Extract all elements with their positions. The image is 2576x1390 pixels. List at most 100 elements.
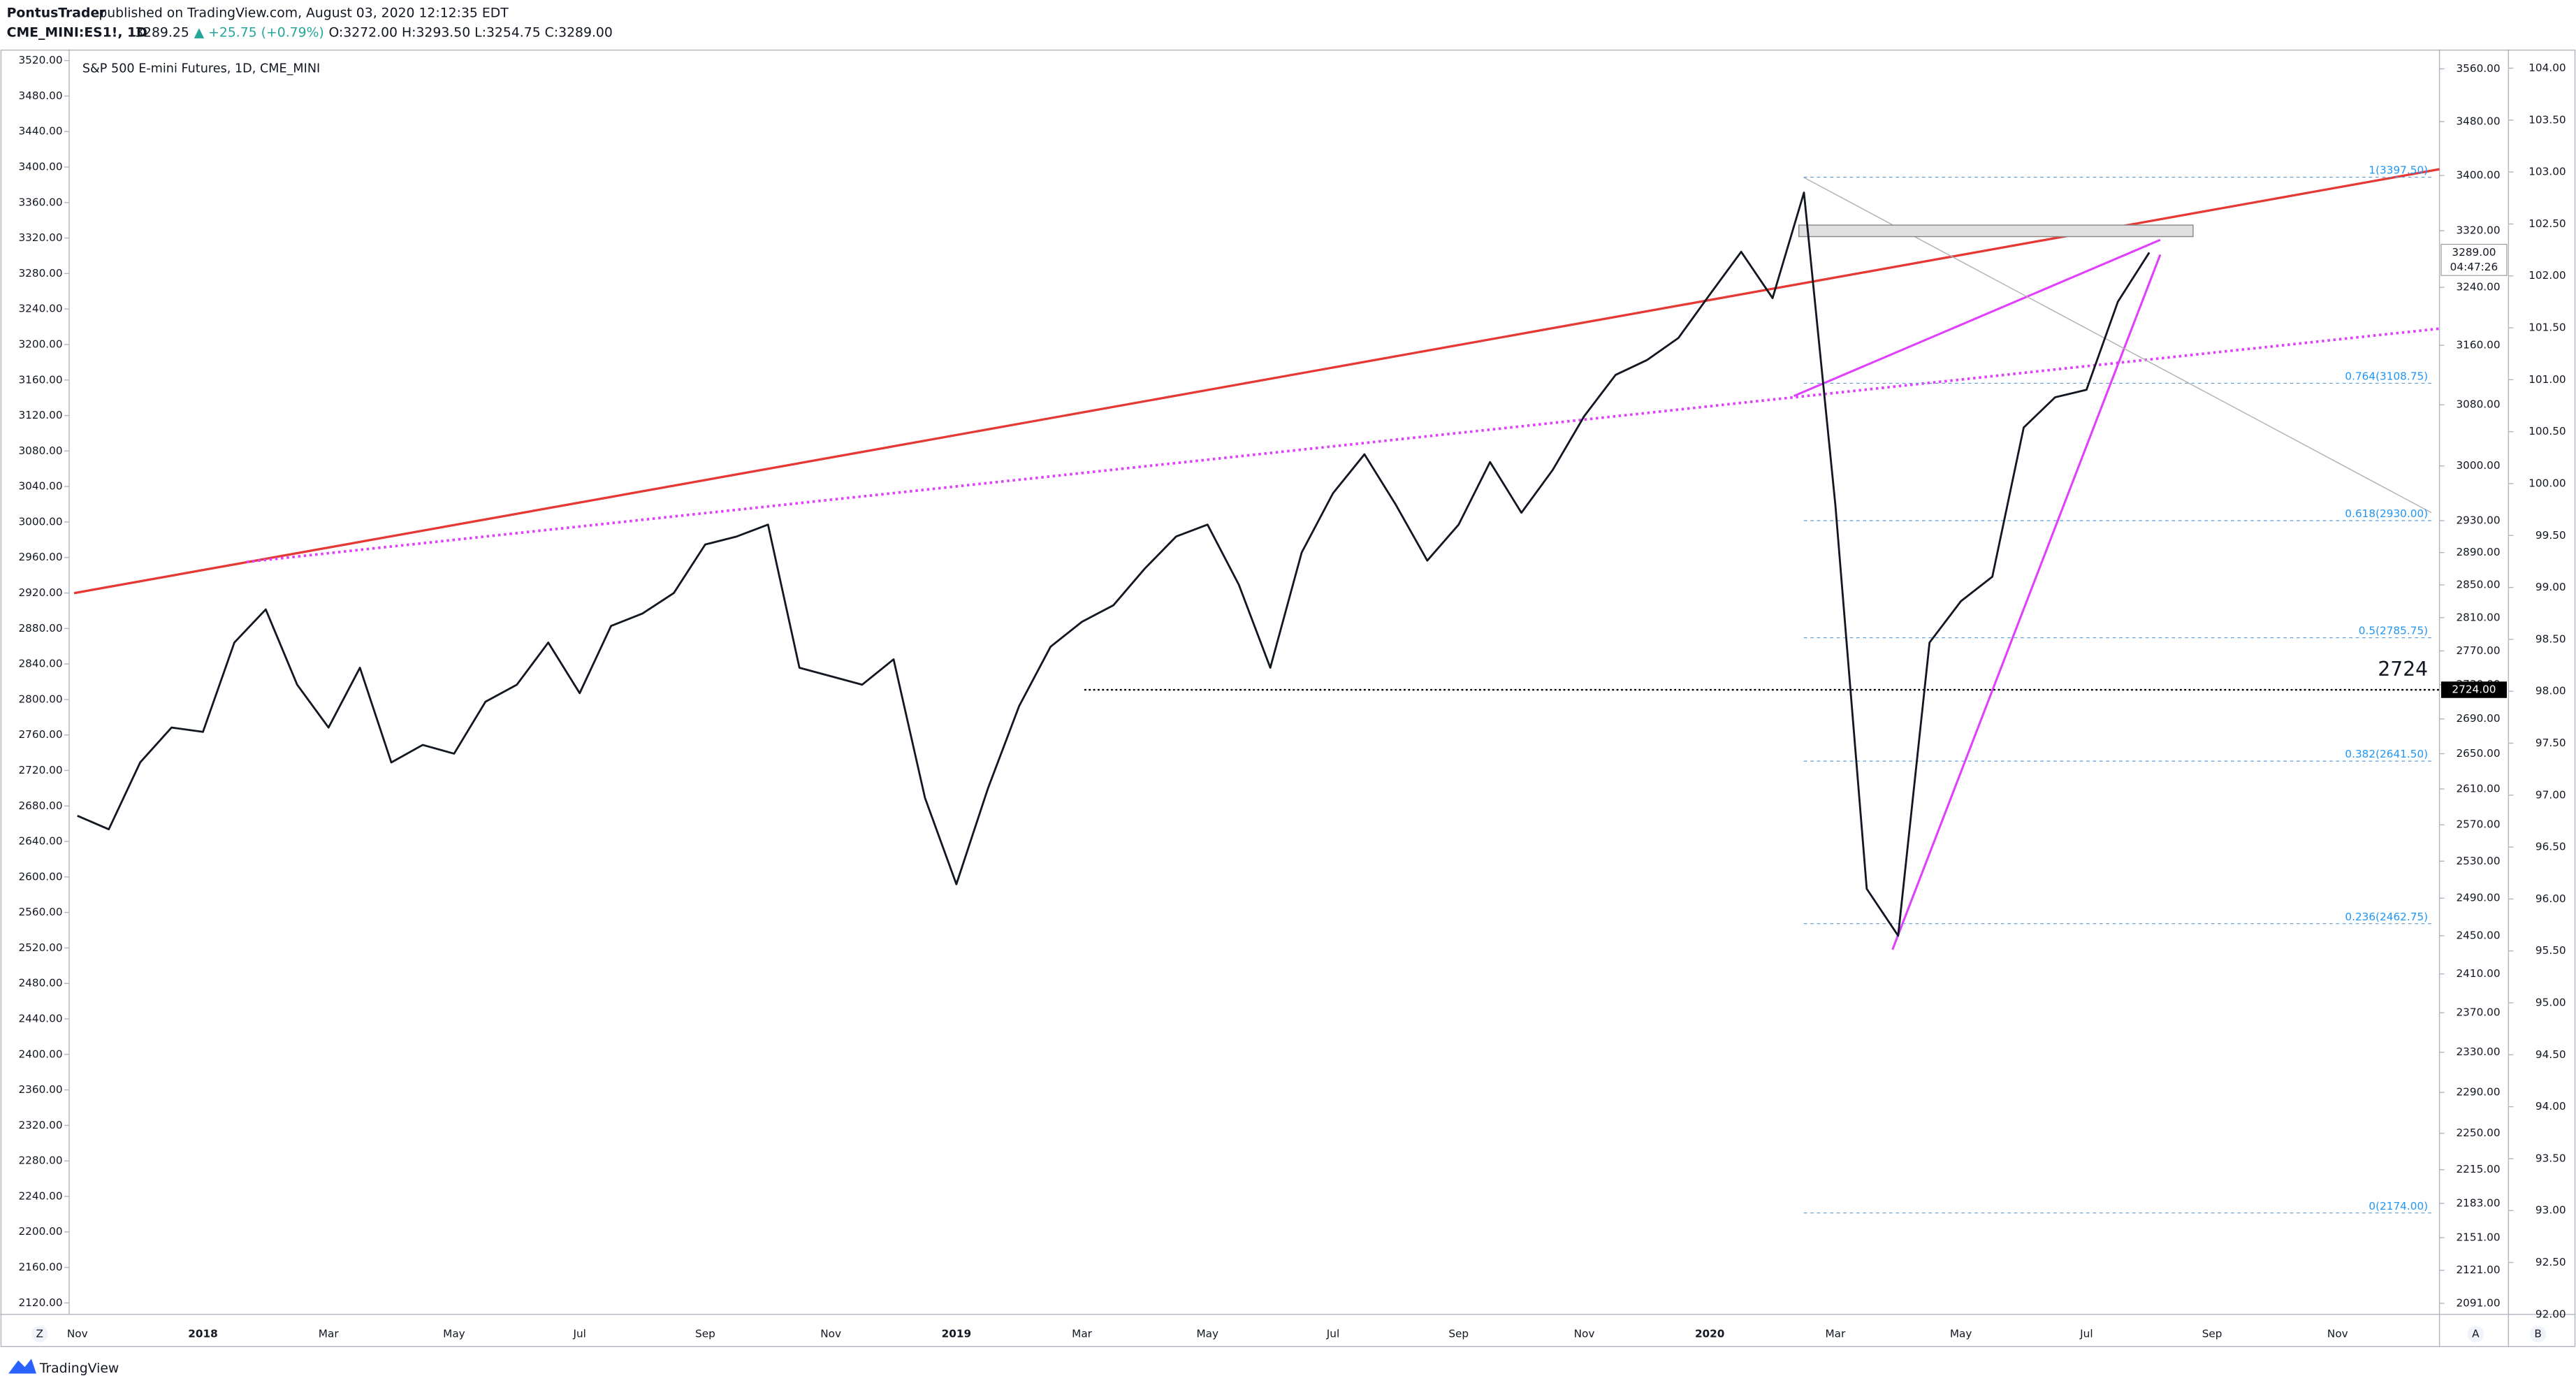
change: ▲ +25.75 (+0.79%) xyxy=(194,26,324,41)
axis-price-box xyxy=(2440,681,2507,698)
tick-label: 95.00 xyxy=(2535,997,2566,1009)
wedge-lower xyxy=(1891,254,2162,950)
x-tick-label: 2020 xyxy=(1695,1328,1725,1340)
fib-label: 1(3397.50) xyxy=(2368,164,2428,177)
tick-label: 103.00 xyxy=(2528,166,2566,178)
button-label[interactable]: Z xyxy=(36,1328,43,1340)
tick-label: 2610.00 xyxy=(2456,782,2500,795)
tick-label: 2640.00 xyxy=(18,835,62,848)
tick-label: 2560.00 xyxy=(18,906,62,918)
tick-label: 96.00 xyxy=(2535,892,2566,905)
tick-label: 103.50 xyxy=(2528,113,2566,126)
tick-label: 3320.00 xyxy=(2456,224,2500,237)
tick-label: 2320.00 xyxy=(18,1119,62,1131)
x-tick-label: Jul xyxy=(572,1328,585,1340)
trend-line xyxy=(73,168,2440,595)
tick-label: 98.50 xyxy=(2535,632,2566,645)
tick-label: 102.00 xyxy=(2528,269,2566,282)
wedge-upper xyxy=(1793,238,2161,398)
tick-label: 2770.00 xyxy=(2456,644,2500,657)
tick-label: 3000.00 xyxy=(18,515,62,528)
published: published on TradingView.com, August 03,… xyxy=(99,6,509,20)
tick-label: 3360.00 xyxy=(18,196,62,208)
tick-label: 2120.00 xyxy=(18,1296,62,1309)
tick-label: 2151.00 xyxy=(2456,1231,2500,1244)
tick-label: 93.00 xyxy=(2535,1204,2566,1217)
tick-label: 3080.00 xyxy=(18,444,62,457)
tick-label: 2960.00 xyxy=(18,551,62,563)
resistance-box xyxy=(1798,224,2194,238)
tick-label: 2280.00 xyxy=(18,1154,62,1167)
tick-label: 3400.00 xyxy=(2456,169,2500,182)
tick-label: 2930.00 xyxy=(2456,514,2500,527)
brand: TradingView xyxy=(39,1361,119,1376)
tick-label: 3240.00 xyxy=(2456,281,2500,294)
tick-label: 2290.00 xyxy=(2456,1086,2500,1099)
tick-label: 2490.00 xyxy=(2456,892,2500,904)
tick-label: 3160.00 xyxy=(2456,339,2500,352)
tick-label: 3080.00 xyxy=(2456,398,2500,411)
tick-label: 2440.00 xyxy=(18,1013,62,1025)
tick-label: 99.50 xyxy=(2535,529,2566,542)
last-price-box xyxy=(2440,243,2508,276)
tick-label: 100.50 xyxy=(2528,425,2566,437)
tick-label: 2840.00 xyxy=(18,658,62,670)
x-tick-label: Mar xyxy=(1826,1328,1847,1340)
tick-label: 2650.00 xyxy=(2456,747,2500,760)
tick-label: 2200.00 xyxy=(18,1225,62,1238)
tick-label: 3200.00 xyxy=(18,338,62,350)
x-tick-label: 2018 xyxy=(188,1328,218,1340)
tick-label: 3040.00 xyxy=(18,480,62,493)
chart-frame xyxy=(0,50,2576,1347)
tick-label: 2890.00 xyxy=(2456,546,2500,558)
tick-label: 2810.00 xyxy=(2456,611,2500,623)
symbol: CME_MINI:ES1!, 1D xyxy=(7,26,147,41)
tick-label: 2450.00 xyxy=(2456,929,2500,941)
x-tick-label: Sep xyxy=(2202,1328,2222,1340)
tick-label: 99.00 xyxy=(2535,581,2566,593)
tick-label: 2183.00 xyxy=(2456,1196,2500,1209)
tick-label: 3120.00 xyxy=(18,409,62,421)
tick-label: 101.50 xyxy=(2528,321,2566,334)
tick-label: 2215.00 xyxy=(2456,1163,2500,1175)
button-label[interactable]: A xyxy=(2472,1328,2480,1340)
tick-label: 2121.00 xyxy=(2456,1264,2500,1276)
x-tick-label: Nov xyxy=(2327,1328,2348,1340)
button-label[interactable]: B xyxy=(2534,1328,2541,1340)
tick-label: 3000.00 xyxy=(2456,459,2500,472)
button[interactable] xyxy=(2529,1326,2547,1342)
tick-label: 2800.00 xyxy=(18,693,62,705)
tick-label: 101.00 xyxy=(2528,373,2566,386)
tick-label: 94.50 xyxy=(2535,1048,2566,1061)
tick-label: 92.50 xyxy=(2535,1256,2566,1268)
x-tick-label: Mar xyxy=(319,1328,340,1340)
axis-price-label: 2724.00 xyxy=(2452,683,2496,696)
tick-label: 2330.00 xyxy=(2456,1045,2500,1058)
x-tick-label: Sep xyxy=(695,1328,715,1340)
price-line xyxy=(77,191,2151,937)
button[interactable] xyxy=(31,1326,48,1342)
fib-label: 0.5(2785.75) xyxy=(2359,625,2428,637)
tick-label: 3560.00 xyxy=(2456,62,2500,75)
tick-label: 2240.00 xyxy=(18,1189,62,1202)
tick-label: 2370.00 xyxy=(2456,1006,2500,1019)
last-price: 3289.25 xyxy=(135,26,189,41)
tick-label: 97.00 xyxy=(2535,788,2566,801)
x-tick-label: May xyxy=(443,1328,465,1340)
tick-label: 3440.00 xyxy=(18,125,62,138)
tick-label: 92.00 xyxy=(2535,1308,2566,1320)
fib-label: 0(2174.00) xyxy=(2368,1200,2428,1212)
tick-label: 2690.00 xyxy=(2456,712,2500,725)
fib-label: 0.764(3108.75) xyxy=(2345,370,2428,383)
tick-label: 2360.00 xyxy=(18,1083,62,1096)
tick-label: 98.00 xyxy=(2535,685,2566,697)
tick-label: 2760.00 xyxy=(18,728,62,741)
fib-label: 0.618(2930.00) xyxy=(2345,507,2428,520)
tick-label: 2570.00 xyxy=(2456,818,2500,831)
button[interactable] xyxy=(2467,1326,2484,1342)
tick-label: 94.00 xyxy=(2535,1100,2566,1113)
x-tick-label: Nov xyxy=(67,1328,88,1340)
tick-label: 3400.00 xyxy=(18,161,62,173)
tick-label: 2091.00 xyxy=(2456,1296,2500,1309)
